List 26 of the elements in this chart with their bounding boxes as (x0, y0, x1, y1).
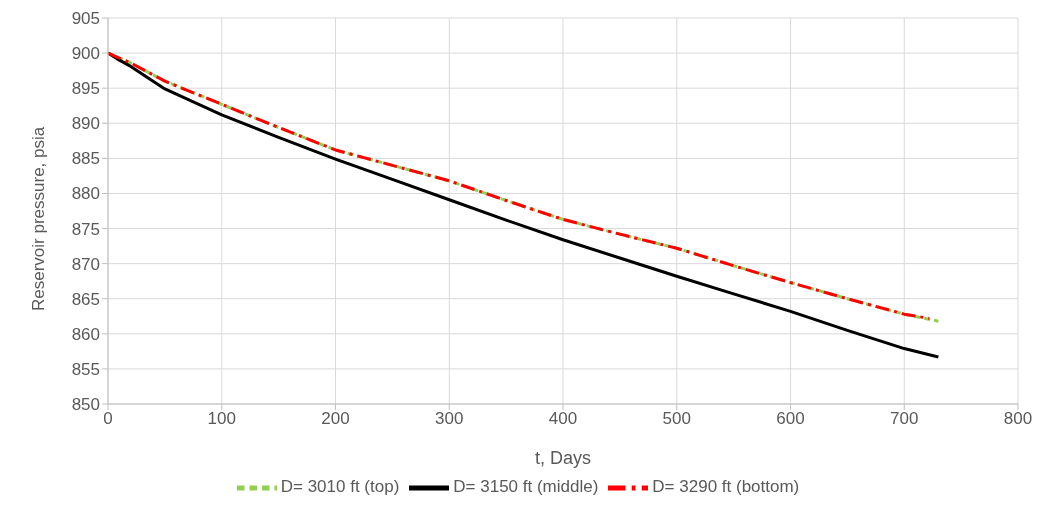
legend-label: D= 3290 ft (bottom) (652, 477, 800, 497)
y-tick-label: 850 (71, 395, 100, 415)
legend-label: D= 3010 ft (top) (280, 477, 400, 497)
x-tick-label: 600 (776, 409, 805, 429)
x-tick-label: 0 (103, 409, 113, 429)
x-tick-label: 700 (890, 409, 919, 429)
legend-label: D= 3150 ft (middle) (453, 477, 599, 497)
x-tick-label: 100 (207, 409, 236, 429)
x-tick-label: 300 (435, 409, 464, 429)
y-tick-label: 880 (71, 184, 100, 204)
y-tick-label: 895 (71, 79, 100, 99)
x-axis-title: t, Days (534, 448, 592, 468)
x-tick-label: 400 (548, 409, 578, 429)
x-tick-label: 200 (321, 409, 350, 429)
x-tick-label: 500 (662, 409, 691, 429)
y-tick-label: 860 (71, 324, 100, 344)
y-axis-title: Reservoir pressure, psia (29, 126, 49, 311)
y-tick-label: 865 (71, 289, 100, 309)
y-tick-label: 870 (71, 254, 100, 274)
y-tick-label: 905 (71, 9, 100, 29)
y-tick-label: 885 (71, 149, 100, 169)
y-tick-label: 855 (71, 359, 100, 379)
y-tick-label: 890 (71, 114, 100, 134)
y-tick-label: 900 (71, 44, 100, 64)
x-tick-label: 800 (1003, 409, 1033, 429)
y-tick-label: 875 (71, 219, 100, 239)
